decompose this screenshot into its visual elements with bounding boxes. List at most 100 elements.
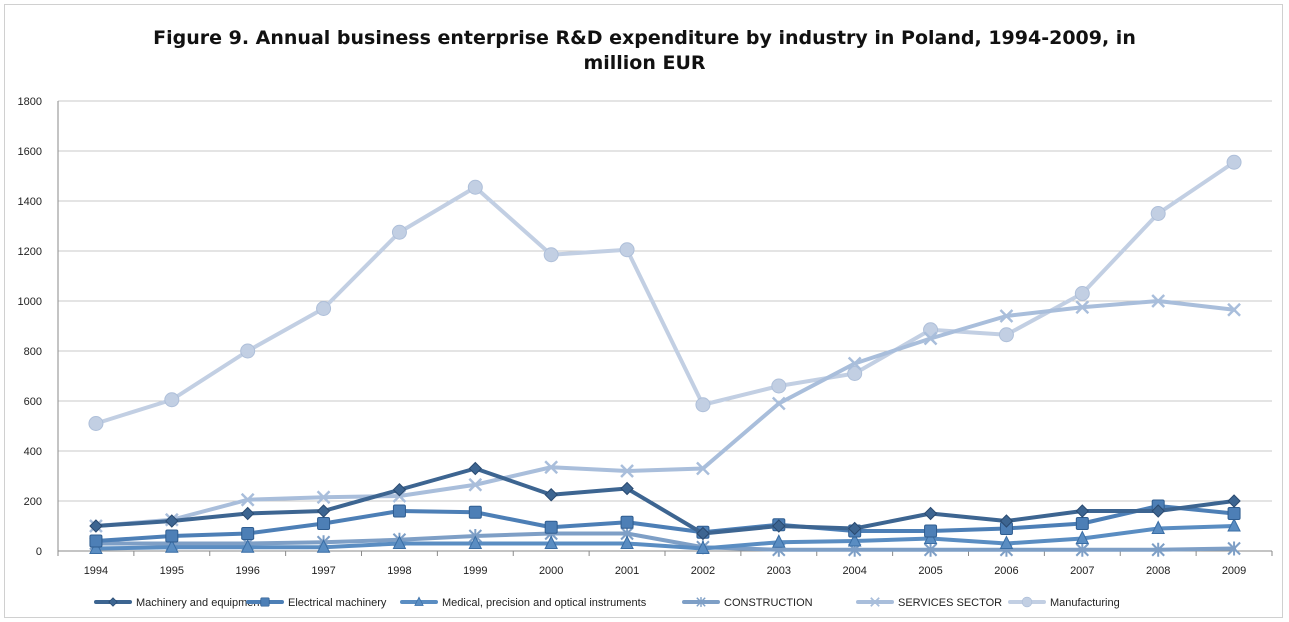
x-tick-label: 1995	[160, 565, 184, 577]
x-axis: 1994 1995 1996 1997 1998 1999 2000 2001 2002 2003…	[57, 101, 1273, 577]
data-point	[1151, 504, 1165, 518]
data-point	[1226, 154, 1242, 170]
legend-item: SERVICES SECTOR	[856, 597, 1002, 609]
data-point	[695, 397, 711, 413]
data-point	[1074, 286, 1090, 301]
data-point	[847, 521, 862, 536]
data-point	[108, 597, 118, 607]
data-point	[1227, 494, 1241, 508]
y-axis: 0 200 400 600 800 1000 1200 1400 1600 1800	[18, 96, 42, 558]
data-point	[468, 477, 483, 492]
series-line	[93, 504, 1237, 543]
data-point	[696, 526, 710, 541]
data-point	[923, 331, 938, 346]
data-point	[1075, 542, 1090, 557]
data-point	[771, 378, 787, 394]
legend-label: Manufacturing	[1050, 597, 1120, 609]
legend-label: CONSTRUCTION	[724, 597, 813, 609]
data-point	[923, 506, 938, 521]
data-point	[771, 396, 786, 411]
data-point-stroke	[1075, 300, 1090, 315]
data-point	[696, 461, 710, 476]
data-point-stroke	[316, 490, 331, 505]
series-line	[93, 531, 1237, 552]
data-point	[316, 301, 332, 316]
data-point-stroke	[468, 477, 483, 492]
x-tick-label: 2004	[842, 565, 866, 577]
data-point	[316, 504, 331, 518]
series-services-sector	[89, 294, 1241, 533]
series-manufacturing	[88, 154, 1242, 431]
data-point	[392, 504, 406, 518]
x-tick-label: 1994	[84, 565, 108, 577]
data-point	[1227, 507, 1241, 520]
x-tick-label: 2003	[767, 565, 791, 577]
data-point-stroke	[620, 464, 634, 478]
data-point	[543, 247, 559, 263]
data-point	[316, 490, 331, 505]
data-point	[240, 506, 255, 521]
data-point	[392, 535, 407, 549]
data-point-stroke	[240, 492, 255, 507]
data-point	[847, 356, 862, 371]
x-tick-label: 1999	[463, 565, 487, 577]
series-electrical-machinery	[89, 499, 1241, 548]
data-point-stroke	[696, 461, 710, 476]
data-point	[772, 534, 786, 548]
data-point	[467, 179, 483, 195]
data-point	[165, 514, 179, 528]
data-point	[164, 392, 180, 408]
data-point	[620, 464, 634, 478]
data-point	[1227, 517, 1241, 532]
x-tick-label: 2007	[1070, 565, 1094, 577]
series-machinery-and-equipment	[89, 461, 1241, 541]
data-point	[870, 597, 880, 607]
data-point	[998, 327, 1014, 343]
data-point	[1150, 206, 1166, 221]
data-point	[772, 519, 786, 533]
legend-item: Machinery and equipment	[94, 597, 263, 609]
data-point	[1075, 300, 1090, 315]
legend-item: Manufacturing	[1008, 596, 1120, 609]
data-point-stroke	[544, 460, 559, 475]
data-point	[544, 535, 558, 549]
data-point	[1151, 520, 1165, 534]
y-tick-label: 1800	[18, 96, 42, 108]
legend-label: SERVICES SECTOR	[898, 597, 1002, 609]
series-line	[93, 299, 1237, 528]
data-point	[468, 535, 483, 549]
legend-item: Electrical machinery	[246, 597, 387, 609]
legend-label: Machinery and equipment	[136, 597, 263, 609]
data-point	[619, 242, 635, 258]
data-point	[1075, 504, 1090, 518]
legend-label: Medical, precision and optical instrumen…	[442, 597, 647, 609]
data-point	[847, 366, 863, 381]
y-tick-label: 1600	[18, 146, 42, 158]
chart-title: Figure 9. Annual business enterprise R&D…	[0, 26, 1289, 76]
x-tick-label: 1996	[235, 565, 259, 577]
x-tick-label: 2005	[918, 565, 942, 577]
data-point	[468, 505, 482, 519]
data-point-stroke	[1227, 302, 1241, 317]
data-point	[696, 540, 710, 554]
y-tick-label: 800	[24, 346, 42, 358]
data-point	[544, 488, 558, 502]
data-point	[620, 481, 634, 496]
data-point	[241, 527, 255, 540]
legend-item: Medical, precision and optical instrumen…	[400, 596, 647, 609]
data-point	[1075, 517, 1089, 530]
data-point	[999, 514, 1014, 528]
y-tick-label: 600	[24, 396, 42, 408]
data-point-stroke	[771, 396, 786, 411]
data-point	[165, 539, 179, 553]
x-tick-label: 2002	[691, 565, 715, 577]
data-point	[999, 309, 1014, 323]
x-tick-label: 1998	[387, 565, 411, 577]
data-point	[89, 519, 103, 533]
data-point	[1021, 596, 1033, 608]
data-point	[88, 416, 104, 431]
data-point-stroke	[1151, 294, 1166, 308]
y-tick-label: 1200	[18, 246, 42, 258]
x-tick-label: 2006	[994, 565, 1018, 577]
